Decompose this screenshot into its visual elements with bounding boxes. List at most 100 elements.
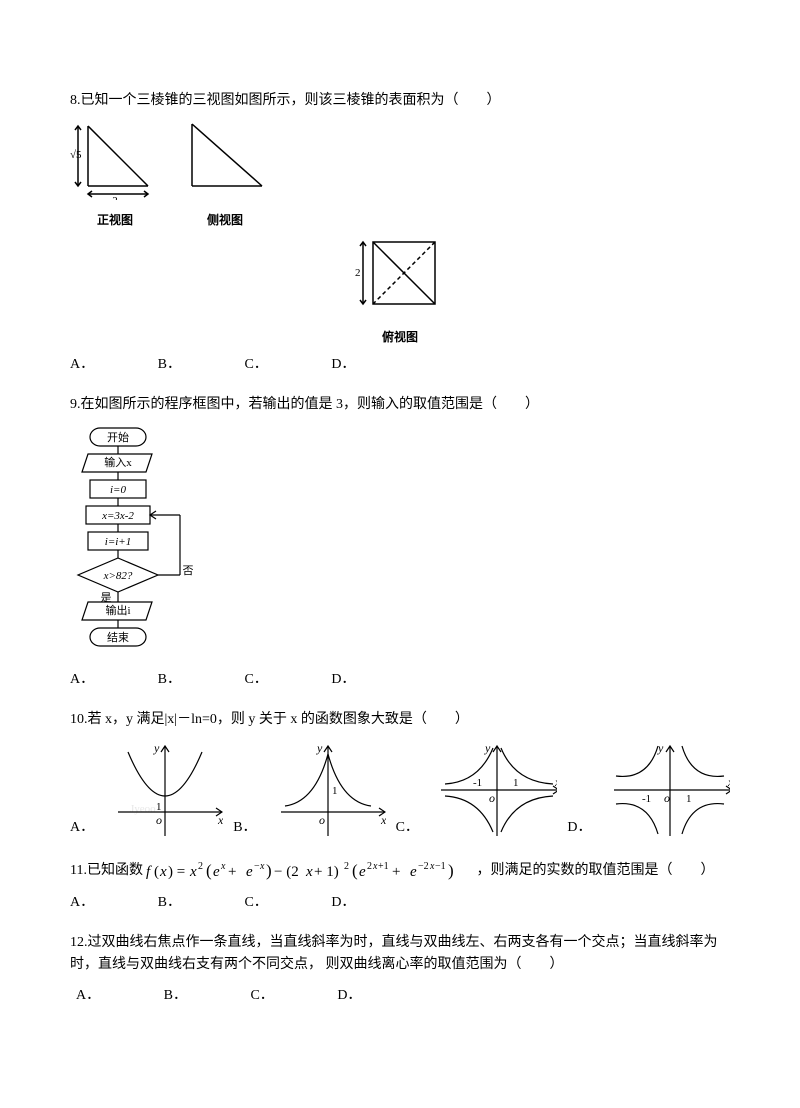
svg-text:x: x bbox=[217, 813, 223, 827]
q12-body: 过双曲线右焦点作一条直线，当直线斜率为时，直线与双曲线左、右两支各有一个交点；当… bbox=[70, 935, 718, 972]
svg-text:x: x bbox=[189, 864, 197, 880]
q9-choice-a: A． bbox=[70, 669, 94, 691]
q11-choice-c: C． bbox=[244, 892, 267, 914]
q9-text: 9.在如图所示的程序框图中，若输出的值是 3，则输入的取值范围是（ ） bbox=[70, 394, 730, 416]
graph-c-xl: -1 bbox=[473, 777, 482, 789]
q11-choices: A． B． C． D． bbox=[70, 892, 730, 914]
fc-out: 输出i bbox=[105, 603, 130, 617]
q8-three-views: √5 2 正视图 侧视图 bbox=[70, 120, 730, 230]
q9-choices: A． B． C． D． bbox=[70, 669, 730, 691]
graph-c-icon: x y -1 1 o bbox=[435, 740, 557, 840]
svg-text:x: x bbox=[259, 861, 265, 872]
graph-a-icon: Jyeoo x y 1 o bbox=[110, 740, 223, 840]
svg-text:o: o bbox=[664, 791, 670, 805]
svg-text:2: 2 bbox=[198, 861, 203, 872]
side-caption: 侧视图 bbox=[180, 211, 270, 230]
graph-b-yint: 1 bbox=[332, 785, 338, 797]
svg-text:y: y bbox=[657, 741, 664, 755]
svg-text:(: ( bbox=[206, 861, 212, 880]
fc-input: 输入x bbox=[104, 455, 132, 469]
q11-choice-d: D． bbox=[331, 892, 355, 914]
svg-text:o: o bbox=[319, 813, 325, 827]
watermark-a: Jyeoo bbox=[130, 803, 156, 815]
q8-choice-a: A． bbox=[70, 354, 94, 376]
q9-choice-c: C． bbox=[244, 669, 267, 691]
q8-choice-c: C． bbox=[244, 354, 267, 376]
fc-assign: x=3x-2 bbox=[101, 510, 134, 522]
q10-text: 10.若 x，y 满足|x|－ln=0，则 y 关于 x 的函数图象大致是（ ） bbox=[70, 709, 730, 731]
q12-choice-d: D． bbox=[337, 985, 361, 1007]
q12-number: 12. bbox=[70, 935, 88, 950]
question-9: 9.在如图所示的程序框图中，若输出的值是 3，则输入的取值范围是（ ） 开始 输… bbox=[70, 394, 730, 691]
svg-text:y: y bbox=[153, 741, 160, 755]
fc-no: 否 bbox=[183, 565, 194, 577]
q10-choice-d: D． bbox=[567, 817, 591, 839]
svg-text:o: o bbox=[156, 813, 162, 827]
q10-number: 10. bbox=[70, 712, 88, 727]
q12-choice-b: B． bbox=[164, 985, 187, 1007]
svg-text:2: 2 bbox=[344, 861, 349, 872]
q11-choice-b: B． bbox=[158, 892, 181, 914]
svg-text:−1: −1 bbox=[435, 861, 446, 872]
svg-text:(: ( bbox=[154, 864, 159, 880]
svg-text:x: x bbox=[159, 864, 167, 880]
svg-text:): ) bbox=[266, 861, 272, 880]
q10-body: 若 x，y 满足|x|－ln=0，则 y 关于 x 的函数图象大致是（ ） bbox=[88, 712, 469, 727]
q10-choice-b: B． bbox=[233, 817, 256, 839]
graph-d-xl: -1 bbox=[642, 793, 651, 805]
side-view-icon bbox=[180, 120, 270, 200]
svg-text:x: x bbox=[305, 864, 313, 880]
svg-text:f: f bbox=[146, 864, 152, 880]
front-height-label: √5 bbox=[70, 149, 82, 161]
graph-d-xr: 1 bbox=[686, 793, 692, 805]
front-width-label: 2 bbox=[112, 195, 118, 200]
q8-top-view: 2 俯视图 bbox=[70, 234, 730, 348]
fc-cond: x>82? bbox=[103, 570, 133, 582]
q11-number: 11. bbox=[70, 863, 87, 878]
q8-number: 8. bbox=[70, 93, 81, 108]
top-caption: 俯视图 bbox=[70, 328, 730, 347]
q10-graphs: A． Jyeoo x y 1 o B． x y 1 o bbox=[70, 740, 730, 840]
svg-text:+1: +1 bbox=[378, 861, 389, 872]
q8-choices: A． B． C． D． bbox=[70, 354, 730, 376]
q10-choice-a: A． bbox=[70, 817, 94, 839]
graph-d-icon: x y -1 1 o bbox=[608, 740, 730, 840]
svg-text:y: y bbox=[484, 741, 491, 755]
svg-text:+: + bbox=[228, 864, 236, 880]
flowchart-icon: 开始 输入x i=0 x=3x-2 i=i+1 x>82? bbox=[70, 424, 220, 654]
svg-text:): ) bbox=[448, 861, 454, 880]
top-size-label: 2 bbox=[355, 267, 361, 279]
q12-choice-a: A． bbox=[76, 985, 100, 1007]
question-10: 10.若 x，y 满足|x|－ln=0，则 y 关于 x 的函数图象大致是（ ）… bbox=[70, 709, 730, 839]
q12-choices: A． B． C． D． bbox=[70, 985, 730, 1007]
svg-text:+ 1): + 1) bbox=[314, 864, 339, 880]
q11-prefix: 已知函数 bbox=[87, 863, 143, 878]
q8-front-view: √5 2 正视图 bbox=[70, 120, 160, 230]
fc-inc: i=i+1 bbox=[105, 536, 131, 548]
graph-b-icon: x y 1 o bbox=[273, 740, 386, 840]
svg-text:−2: −2 bbox=[418, 861, 429, 872]
svg-text:2: 2 bbox=[367, 861, 372, 872]
svg-text:y: y bbox=[316, 741, 323, 755]
q11-formula-icon: f ( x ) = x 2 ( e x + e − x ) − (2 x + 1… bbox=[146, 858, 476, 884]
question-12: 12.过双曲线右焦点作一条直线，当直线斜率为时，直线与双曲线左、右两支各有一个交… bbox=[70, 932, 730, 1007]
q9-number: 9. bbox=[70, 397, 81, 412]
graph-a-yint: 1 bbox=[156, 801, 162, 813]
svg-text:x: x bbox=[380, 813, 386, 827]
svg-text:(: ( bbox=[352, 861, 358, 880]
q8-body: 已知一个三棱锥的三视图如图所示，则该三棱锥的表面积为（ ） bbox=[81, 93, 501, 108]
graph-c-xr: 1 bbox=[513, 777, 519, 789]
svg-text:o: o bbox=[489, 791, 495, 805]
svg-text:e: e bbox=[410, 864, 417, 880]
q11-suffix: ，则满足的实数的取值范围是（ ） bbox=[476, 863, 714, 878]
q9-choice-d: D． bbox=[331, 669, 355, 691]
top-view-icon: 2 bbox=[355, 234, 445, 318]
q10-choice-c: C． bbox=[396, 817, 419, 839]
svg-text:x: x bbox=[220, 861, 226, 872]
q8-choice-b: B． bbox=[158, 354, 181, 376]
q12-text: 12.过双曲线右焦点作一条直线，当直线斜率为时，直线与双曲线左、右两支各有一个交… bbox=[70, 932, 730, 977]
q11-text: 11.已知函数 f ( x ) = x 2 ( e x + e − x ) − … bbox=[70, 858, 730, 884]
question-8: 8.已知一个三棱锥的三视图如图所示，则该三棱锥的表面积为（ ） √5 bbox=[70, 90, 730, 376]
fc-start: 开始 bbox=[107, 430, 129, 444]
svg-text:e: e bbox=[213, 864, 220, 880]
